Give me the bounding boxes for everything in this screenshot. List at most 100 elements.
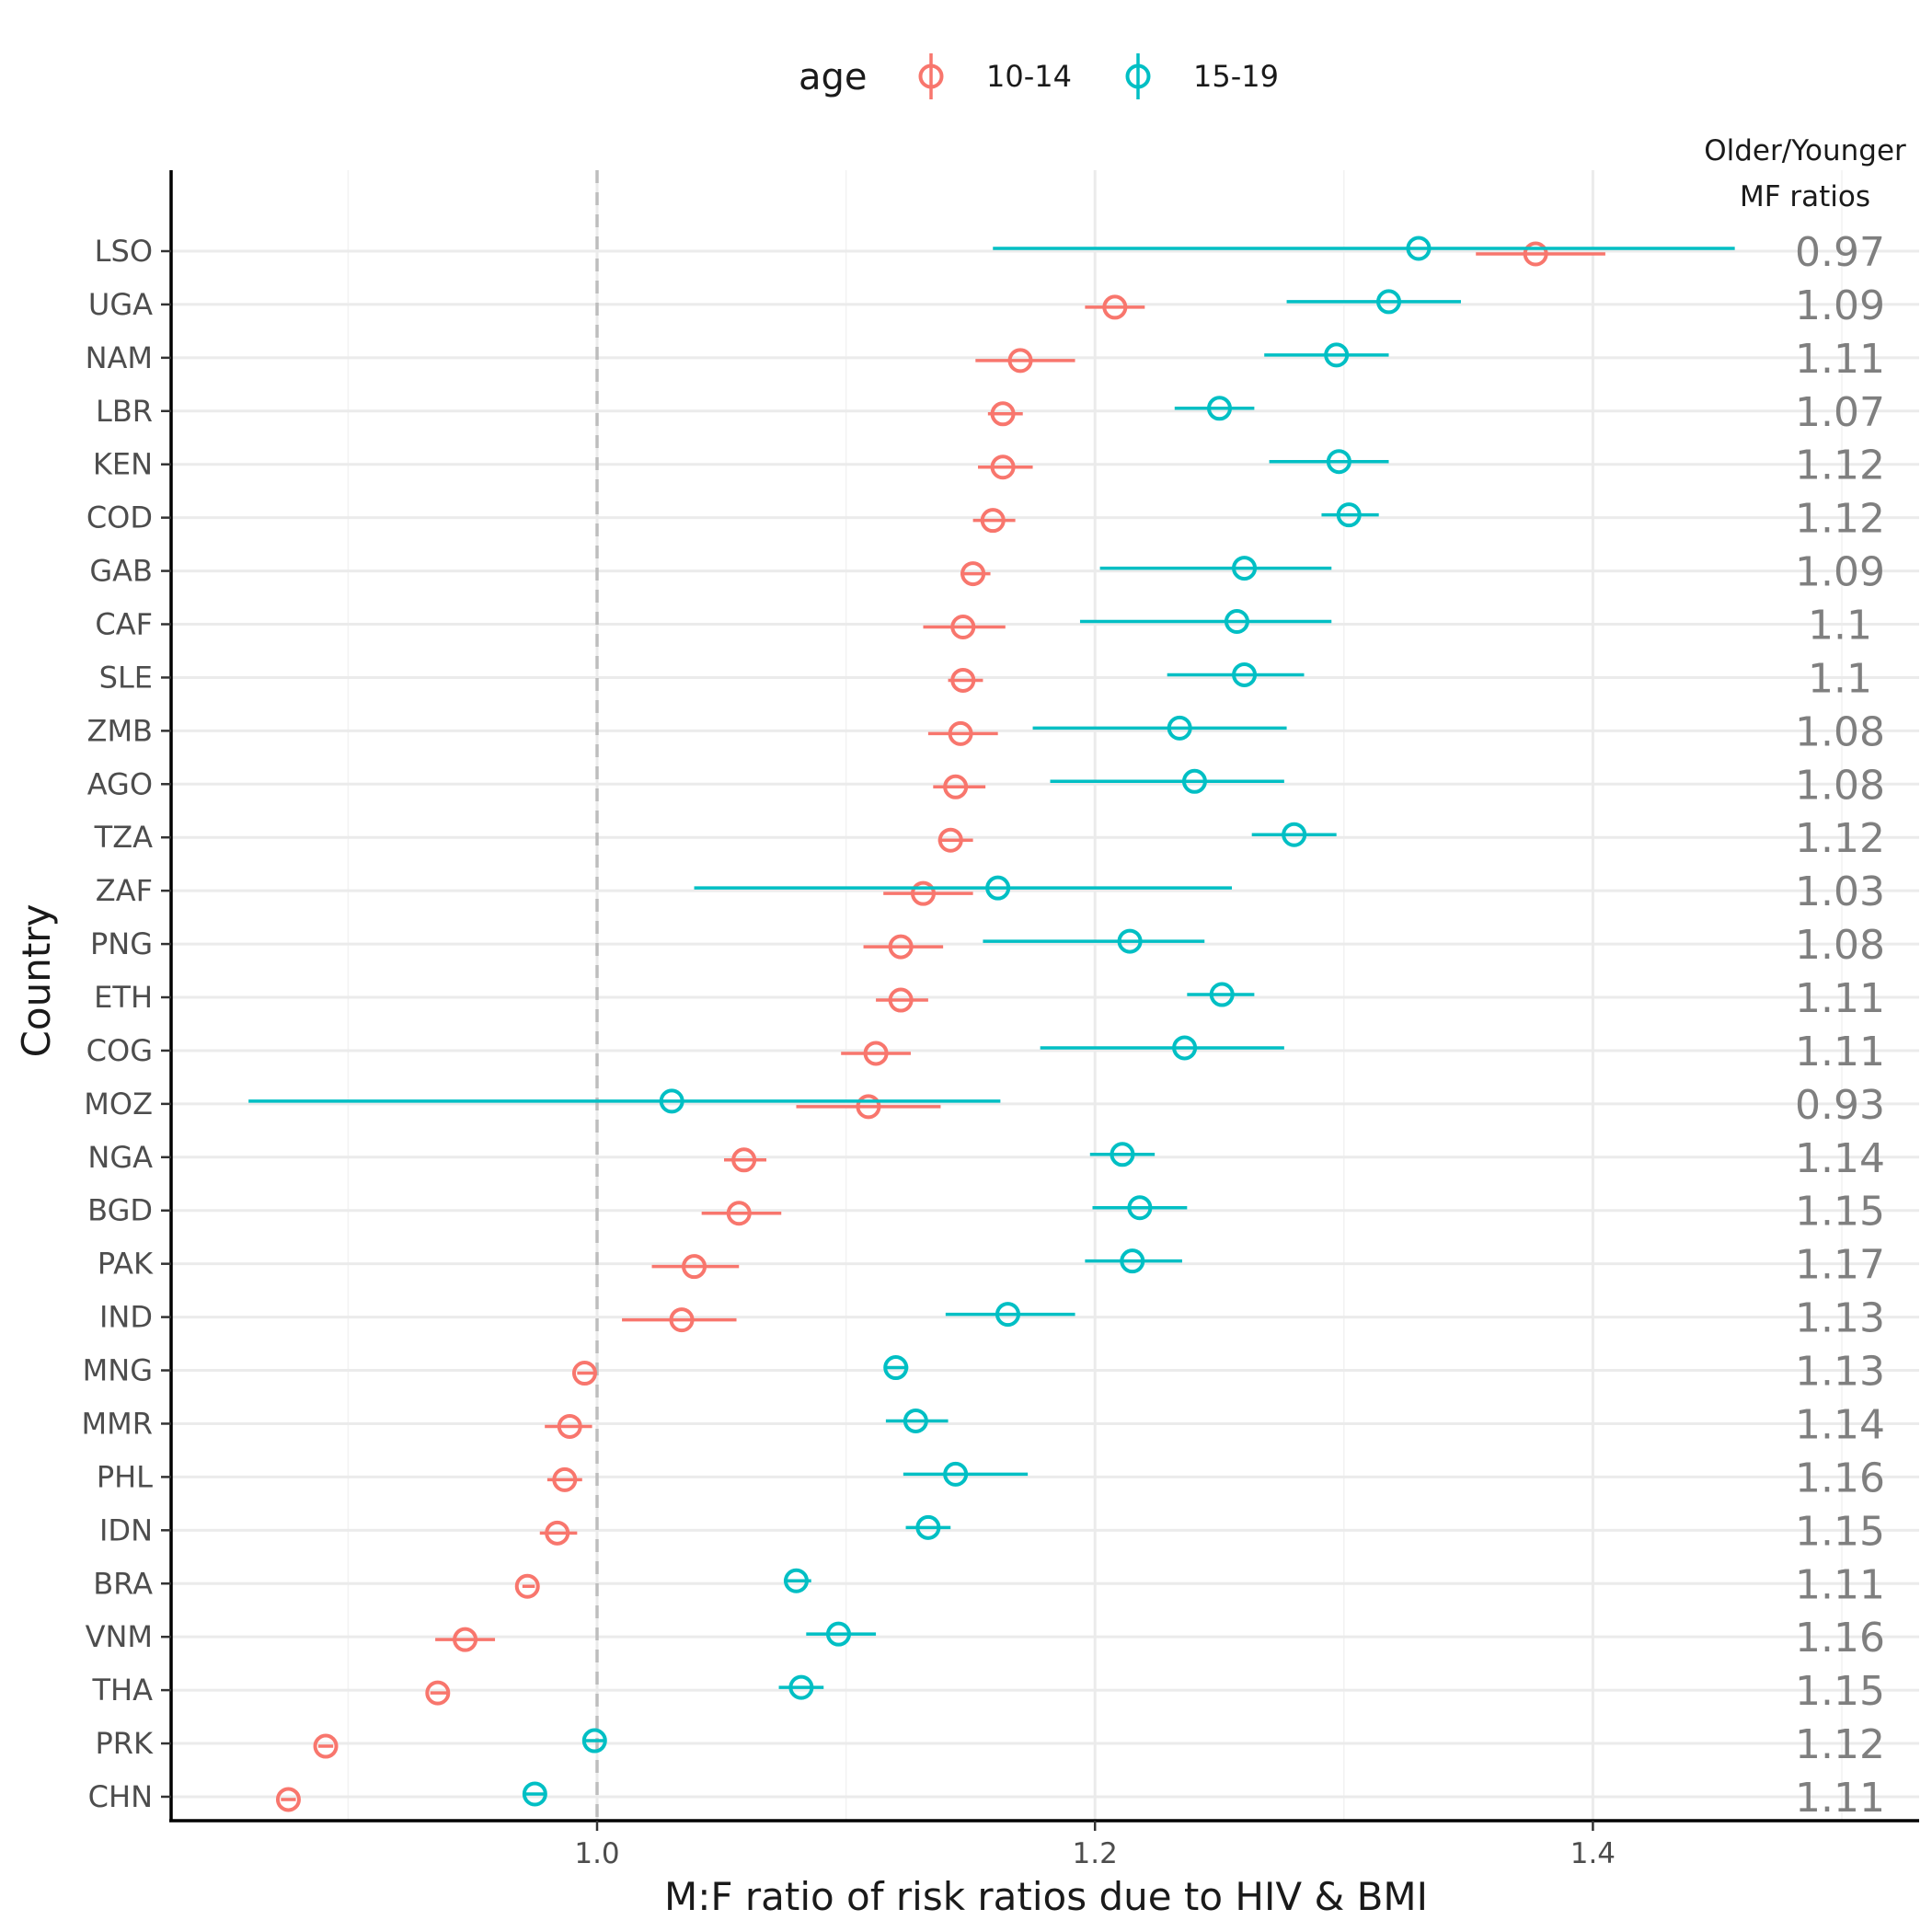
ratio-label-png: 1.08 [1795, 922, 1885, 969]
point-10-14-cog [863, 1041, 889, 1066]
point-10-14-caf [950, 615, 976, 640]
point-15-19-sle [1232, 661, 1258, 687]
point-15-19-eth [1209, 982, 1235, 1007]
y-tick-label-cog: COG [86, 1033, 153, 1068]
point-15-19-gab [1232, 556, 1258, 581]
point-15-19-bgd [1127, 1195, 1153, 1221]
point-10-14-ind [669, 1307, 695, 1333]
point-10-14-lbr [990, 401, 1016, 427]
ratio-label-ind: 1.13 [1795, 1295, 1885, 1342]
ratio-label-sle: 1.1 [1808, 655, 1872, 702]
y-tick-label-ago: AGO [87, 766, 153, 801]
y-tick-label-lso: LSO [95, 234, 153, 269]
ratio-label-gab: 1.09 [1795, 549, 1885, 596]
point-15-19-cod [1336, 502, 1362, 528]
y-tick-label-idn: IDN [99, 1512, 153, 1547]
y-tick-label-nam: NAM [86, 340, 153, 375]
y-tick-labels: LSO UGA NAM LBR KEN COD GAB CAF SLE ZMB AGO TZA ZAF P… [82, 234, 154, 1814]
ratio-label-eth: 1.11 [1795, 975, 1885, 1022]
ratio-label-idn: 1.15 [1795, 1508, 1885, 1555]
legend: age 10-14 15-19 [799, 53, 1279, 99]
ratio-label-tha: 1.15 [1795, 1668, 1885, 1715]
ratio-annotations: 0.97 1.09 1.11 1.07 1.12 1.12 1.09 1.1 1.1 1.08 1.… [1795, 229, 1885, 1822]
point-15-19-cog [1172, 1035, 1198, 1061]
y-tick-label-nga: NGA [87, 1140, 153, 1175]
point-15-19-mng [883, 1355, 909, 1381]
ratio-label-tza: 1.12 [1795, 815, 1885, 862]
point-10-14-uga [1102, 294, 1128, 320]
y-tick-label-tha: THA [92, 1673, 154, 1708]
point-15-19-prk [581, 1728, 607, 1754]
point-15-19-phl [943, 1461, 969, 1487]
point-10-14-vnm [453, 1627, 478, 1652]
point-15-19-uga [1376, 289, 1402, 315]
point-15-19-ind [995, 1302, 1020, 1328]
point-10-14-cod [980, 508, 1006, 534]
y-tick-label-pak: PAK [98, 1247, 154, 1282]
y-tick-label-ind: IND [99, 1300, 153, 1335]
y-tick-label-phl: PHL [97, 1459, 153, 1494]
y-tick-label-zaf: ZAF [96, 873, 153, 908]
ratio-label-moz: 0.93 [1795, 1082, 1885, 1129]
point-10-14-zmb [948, 720, 973, 746]
y-tick-label-mmr: MMR [82, 1406, 153, 1441]
point-10-14-eth [888, 987, 914, 1013]
x-tick-label: 1.4 [1570, 1837, 1616, 1870]
legend-title: age [799, 56, 868, 98]
y-tick-label-tza: TZA [94, 820, 153, 855]
y-tick-label-sle: SLE [99, 660, 153, 695]
legend-label-10-14: 10-14 [986, 59, 1072, 94]
point-15-19-tza [1282, 822, 1307, 847]
ratio-label-uga: 1.09 [1795, 282, 1885, 329]
point-10-14-sle [950, 667, 976, 693]
point-10-14-gab [960, 561, 986, 587]
y-tick-label-ken: KEN [93, 447, 153, 482]
point-10-14-mmr [557, 1413, 582, 1439]
ratio-label-bra: 1.11 [1795, 1561, 1885, 1608]
point-15-19-nam [1324, 342, 1350, 368]
x-axis-title: M:F ratio of risk ratios due to HIV & BM… [664, 1874, 1428, 1919]
point-15-19-bra [783, 1568, 809, 1593]
ratio-label-bgd: 1.15 [1795, 1189, 1885, 1236]
point-10-14-phl [552, 1466, 578, 1492]
legend-key-15-19 [1125, 53, 1151, 99]
ratio-label-prk: 1.12 [1795, 1721, 1885, 1768]
y-axis-title: Country [14, 904, 59, 1058]
y-tick-label-uga: UGA [88, 287, 153, 322]
x-tick-label: 1.0 [574, 1837, 619, 1870]
point-15-19-pak [1120, 1248, 1145, 1274]
ratio-label-zmb: 1.08 [1795, 708, 1885, 755]
point-15-19-zaf [985, 875, 1011, 901]
point-10-14-bra [514, 1573, 540, 1599]
point-15-19-mmr [903, 1408, 928, 1433]
ratio-label-nam: 1.11 [1795, 336, 1885, 383]
point-15-19-moz [659, 1088, 684, 1114]
point-15-19-png [1117, 928, 1143, 954]
point-15-19-ken [1326, 449, 1351, 475]
gridlines [171, 170, 1919, 1821]
point-10-14-png [888, 934, 914, 960]
point-10-14-nga [731, 1147, 757, 1173]
x-tick-labels: 1.0 1.2 1.4 [574, 1837, 1616, 1870]
point-10-14-pak [682, 1254, 707, 1280]
y-tick-label-png: PNG [90, 926, 153, 961]
point-15-19-caf [1224, 609, 1249, 635]
point-15-19-vnm [825, 1621, 851, 1647]
y-tick-label-cod: COD [86, 500, 153, 535]
y-tick-label-zmb: ZMB [87, 713, 153, 748]
x-tick-label: 1.2 [1073, 1837, 1118, 1870]
ratio-label-ken: 1.12 [1795, 443, 1885, 489]
ratio-label-zaf: 1.03 [1795, 868, 1885, 915]
ratio-label-mng: 1.13 [1795, 1349, 1885, 1396]
legend-label-15-19: 15-19 [1193, 59, 1279, 94]
point-10-14-tza [937, 827, 963, 853]
point-15-19-lbr [1207, 396, 1232, 421]
y-tick-label-caf: CAF [95, 607, 153, 642]
ratio-label-mmr: 1.14 [1795, 1401, 1885, 1448]
point-10-14-prk [313, 1733, 339, 1759]
ratio-label-caf: 1.1 [1808, 603, 1872, 650]
y-tick-label-eth: ETH [94, 980, 153, 1015]
point-10-14-ago [943, 774, 969, 799]
point-10-14-mng [571, 1361, 597, 1386]
